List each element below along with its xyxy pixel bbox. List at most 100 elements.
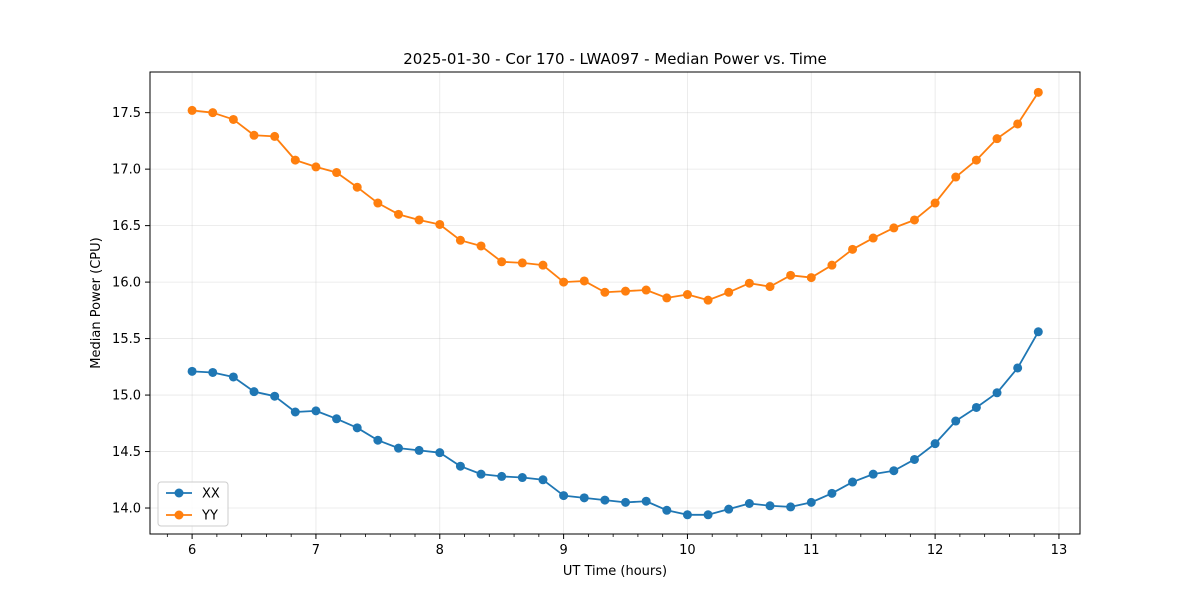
series-yy-point — [641, 285, 651, 295]
series-xx-point — [971, 402, 981, 412]
series-xx-point — [1013, 363, 1023, 373]
series-yy-point — [909, 215, 919, 225]
series-xx-point — [889, 466, 899, 476]
x-tick-label: 11 — [803, 543, 820, 558]
series-yy-point — [517, 258, 527, 268]
series-xx-point — [992, 388, 1002, 398]
series-yy-point — [187, 105, 197, 115]
series-xx-point — [600, 495, 610, 505]
series-xx-point — [806, 497, 816, 507]
series-yy-point — [806, 273, 816, 283]
y-tick-label: 16.5 — [112, 219, 141, 234]
series-yy-point — [538, 260, 548, 270]
series-yy-point — [352, 182, 362, 192]
series-yy-point — [621, 286, 631, 296]
series-xx-point — [538, 475, 548, 485]
series-xx-point — [187, 366, 197, 376]
x-tick-label: 10 — [679, 543, 696, 558]
series-xx-point — [621, 497, 631, 507]
series-yy-point — [311, 162, 321, 172]
chart-title: 2025-01-30 - Cor 170 - LWA097 - Median P… — [403, 50, 827, 68]
series-yy-point — [682, 290, 692, 300]
series-xx-point — [435, 448, 445, 458]
series-yy-point — [724, 287, 734, 297]
series-yy-point — [848, 244, 858, 254]
series-yy-point — [971, 155, 981, 165]
series-yy-point — [332, 168, 342, 178]
x-tick-label: 6 — [188, 543, 196, 558]
series-xx-point — [827, 488, 837, 498]
series-xx-point — [414, 445, 424, 455]
series-xx-point — [352, 423, 362, 433]
series-xx-point — [703, 510, 713, 520]
series-xx-point — [786, 502, 796, 512]
series-xx-point — [517, 473, 527, 483]
series-yy-point — [270, 131, 280, 141]
series-xx-point — [765, 501, 775, 511]
series-yy-point — [455, 235, 465, 245]
y-tick-label: 15.0 — [112, 389, 141, 404]
series-xx-point — [455, 461, 465, 471]
series-yy-point — [290, 155, 300, 165]
series-xx-point — [476, 469, 486, 479]
series-xx-point — [868, 469, 878, 479]
series-yy-point — [497, 257, 507, 267]
x-tick-label: 7 — [312, 543, 320, 558]
series-xx-point — [228, 372, 238, 382]
series-xx-point — [662, 505, 672, 515]
series-yy-point — [476, 241, 486, 251]
series-yy-point — [393, 209, 403, 219]
x-tick-label: 13 — [1051, 543, 1068, 558]
series-xx-point — [951, 416, 961, 426]
series-xx-point — [497, 471, 507, 481]
y-axis-label: Median Power (CPU) — [89, 237, 104, 368]
legend-xx-marker — [174, 488, 184, 498]
series-yy-point — [951, 172, 961, 182]
series-yy-point — [703, 295, 713, 305]
series-xx-point — [270, 391, 280, 401]
x-axis-label: UT Time (hours) — [563, 564, 667, 579]
series-xx-point — [393, 443, 403, 453]
series-xx-point — [579, 493, 589, 503]
y-tick-label: 17.0 — [112, 163, 141, 178]
series-xx-point — [744, 499, 754, 509]
series-yy-point — [662, 293, 672, 303]
series-yy-point — [559, 277, 569, 287]
y-tick-label: 14.0 — [112, 502, 141, 517]
legend-xx-label: XX — [202, 487, 220, 502]
series-yy-point — [992, 134, 1002, 144]
series-xx-point — [909, 454, 919, 464]
series-yy-point — [579, 276, 589, 286]
series-yy-point — [373, 198, 383, 208]
series-xx-point — [373, 435, 383, 445]
series-yy-point — [889, 223, 899, 233]
series-yy-point — [435, 219, 445, 229]
series-yy-point — [1013, 119, 1023, 129]
series-yy-point — [868, 233, 878, 243]
y-tick-label: 14.5 — [112, 445, 141, 460]
series-xx-point — [290, 407, 300, 417]
series-xx-point — [641, 496, 651, 506]
series-xx-point — [682, 510, 692, 520]
x-tick-label: 9 — [559, 543, 567, 558]
plot-frame — [149, 71, 1081, 535]
series-yy-point — [744, 278, 754, 288]
x-tick-label: 8 — [436, 543, 444, 558]
legend-yy-marker — [174, 510, 184, 520]
y-tick-label: 17.5 — [112, 106, 141, 121]
series-xx-point — [1033, 327, 1043, 337]
series-yy-point — [208, 108, 218, 118]
series-yy-point — [600, 287, 610, 297]
series-xx-point — [249, 387, 259, 397]
series-yy-point — [786, 270, 796, 280]
series-xx-point — [930, 439, 940, 449]
series-xx-point — [332, 414, 342, 424]
series-xx-point — [559, 491, 569, 501]
series-yy-point — [827, 260, 837, 270]
legend-yy-label: YY — [201, 509, 218, 524]
series-yy-point — [228, 114, 238, 124]
series-yy-point — [414, 215, 424, 225]
x-tick-label: 12 — [927, 543, 944, 558]
axes-layer: 6 7 8 9 10 11 12 13 14.0 14.5 15.0 15.5 16.0 16.5 17.0… — [112, 106, 1067, 558]
